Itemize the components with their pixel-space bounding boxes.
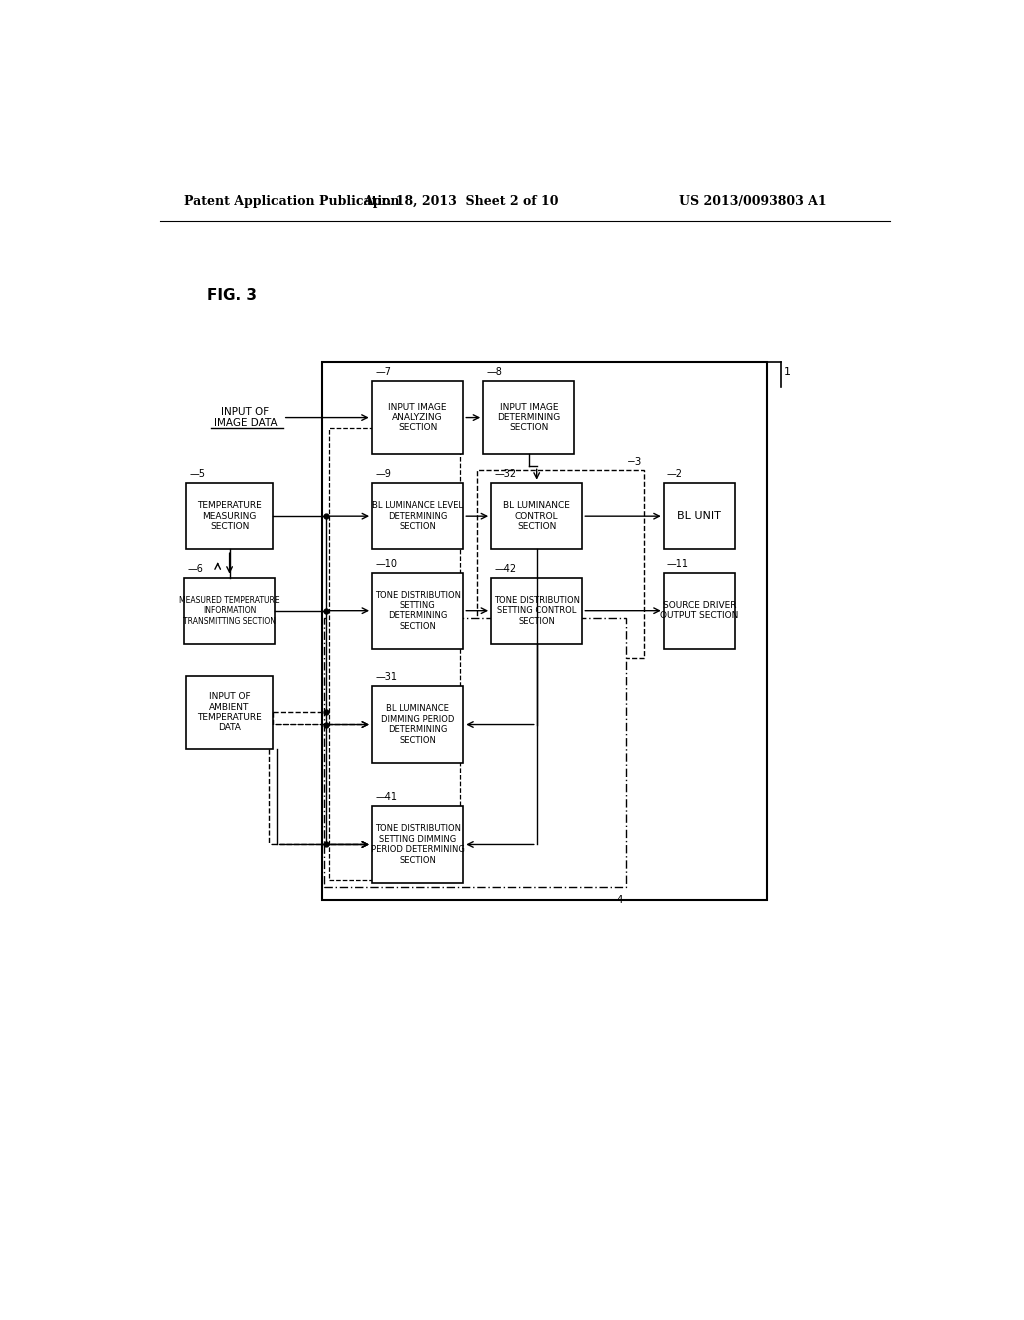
Bar (664, 483, 735, 549)
Text: −3: −3 (627, 458, 642, 467)
Bar (483, 381, 574, 454)
Text: —11: —11 (667, 558, 689, 569)
Text: FIG. 3: FIG. 3 (207, 288, 257, 304)
Text: TONE DISTRIBUTION
SETTING
DETERMINING
SECTION: TONE DISTRIBUTION SETTING DETERMINING SE… (375, 590, 461, 631)
Bar (329, 428, 460, 880)
Text: BL LUMINANCE
DIMMING PERIOD
DETERMINING
SECTION: BL LUMINANCE DIMMING PERIOD DETERMINING … (381, 705, 455, 744)
Bar (324, 618, 626, 887)
Text: —6: —6 (187, 564, 203, 574)
Bar (323, 362, 767, 900)
Bar (372, 381, 463, 454)
Text: —31: —31 (375, 672, 397, 682)
Text: INPUT OF
IMAGE DATA: INPUT OF IMAGE DATA (214, 407, 278, 429)
Text: Apr. 18, 2013  Sheet 2 of 10: Apr. 18, 2013 Sheet 2 of 10 (364, 194, 559, 207)
Text: Patent Application Publication: Patent Application Publication (183, 194, 399, 207)
Text: —32: —32 (495, 469, 516, 479)
Text: BL UNIT: BL UNIT (678, 511, 721, 521)
Text: −4: −4 (608, 895, 624, 906)
Text: US 2013/0093803 A1: US 2013/0093803 A1 (679, 194, 826, 207)
Text: MEASURED TEMPERATURE
INFORMATION
TRANSMITTING SECTION: MEASURED TEMPERATURE INFORMATION TRANSMI… (179, 595, 280, 626)
Bar (477, 470, 644, 659)
Text: BL LUMINANCE LEVEL
DETERMINING
SECTION: BL LUMINANCE LEVEL DETERMINING SECTION (372, 502, 463, 531)
Bar (492, 578, 583, 644)
Bar (664, 573, 735, 649)
Text: 1: 1 (783, 367, 791, 376)
Text: —2: —2 (667, 469, 683, 479)
Bar (184, 578, 275, 644)
Bar (186, 483, 273, 549)
Text: —8: —8 (486, 367, 502, 378)
Text: —7: —7 (375, 367, 391, 378)
Bar (186, 676, 273, 748)
Bar (372, 807, 463, 883)
Text: INPUT IMAGE
ANALYZING
SECTION: INPUT IMAGE ANALYZING SECTION (388, 403, 446, 433)
Bar (372, 686, 463, 763)
Text: —9: —9 (375, 469, 391, 479)
Text: —42: —42 (495, 564, 516, 574)
Text: —5: —5 (189, 469, 205, 479)
Text: SOURCE DRIVER
OUTPUT SECTION: SOURCE DRIVER OUTPUT SECTION (660, 601, 738, 620)
Text: BL LUMINANCE
CONTROL
SECTION: BL LUMINANCE CONTROL SECTION (503, 502, 570, 531)
Text: INPUT IMAGE
DETERMINING
SECTION: INPUT IMAGE DETERMINING SECTION (497, 403, 560, 433)
Text: INPUT OF
AMBIENT
TEMPERATURE
DATA: INPUT OF AMBIENT TEMPERATURE DATA (198, 692, 262, 733)
Bar (372, 573, 463, 649)
Bar (372, 483, 463, 549)
Text: TONE DISTRIBUTION
SETTING DIMMING
PERIOD DETERMINING
SECTION: TONE DISTRIBUTION SETTING DIMMING PERIOD… (371, 825, 465, 865)
Text: —41: —41 (375, 792, 397, 803)
Text: TONE DISTRIBUTION
SETTING CONTROL
SECTION: TONE DISTRIBUTION SETTING CONTROL SECTIO… (494, 595, 580, 626)
Text: —10: —10 (375, 558, 397, 569)
Bar (492, 483, 583, 549)
Text: TEMPERATURE
MEASURING
SECTION: TEMPERATURE MEASURING SECTION (198, 502, 262, 531)
